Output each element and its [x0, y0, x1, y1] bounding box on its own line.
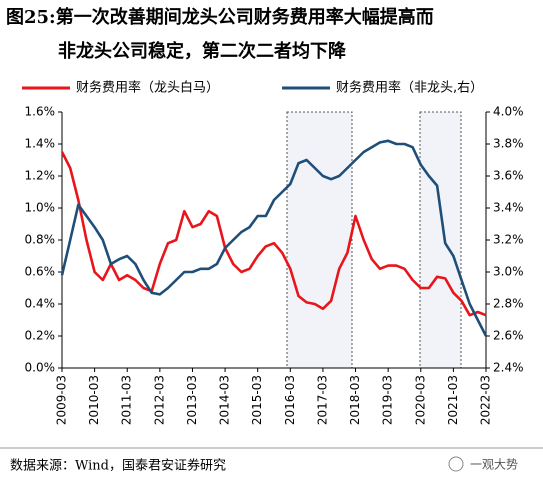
chart-title: 图25:第一次改善期间龙头公司财务费用率大幅提高而: [6, 6, 434, 28]
x-tick-label: 2010-03: [87, 375, 101, 425]
watermark-icon: [448, 456, 464, 472]
legend-label: 财务费用率（龙头白马）: [76, 80, 219, 96]
y-tick-label: 0.0%: [25, 361, 56, 375]
y2-tick-label: 3.2%: [493, 233, 524, 247]
x-tick-label: 2009-03: [55, 375, 69, 425]
x-tick-label: 2016-03: [283, 375, 297, 425]
y2-tick-label: 3.6%: [493, 169, 524, 183]
watermark: 一观大势: [470, 458, 518, 472]
x-tick-label: 2015-03: [250, 375, 264, 425]
legend-label: 财务费用率（非龙头,右）: [336, 80, 483, 96]
y-tick-label: 0.4%: [25, 297, 56, 311]
y2-tick-label: 2.6%: [493, 329, 524, 343]
y-tick-label: 0.6%: [25, 265, 56, 279]
y-tick-label: 1.4%: [25, 137, 56, 151]
y-tick-label: 1.0%: [25, 201, 56, 215]
y2-tick-label: 2.8%: [493, 297, 524, 311]
x-tick-label: 2022-03: [479, 375, 493, 425]
y2-tick-label: 3.4%: [493, 201, 524, 215]
chart-title: 非龙头公司稳定，第二次二者均下降: [58, 40, 347, 62]
x-tick-label: 2012-03: [152, 375, 166, 425]
x-tick-label: 2014-03: [218, 375, 232, 425]
y-tick-label: 1.2%: [25, 169, 56, 183]
y2-tick-label: 4.0%: [493, 105, 524, 119]
x-tick-label: 2017-03: [315, 375, 329, 425]
x-tick-label: 2019-03: [381, 375, 395, 425]
x-tick-label: 2020-03: [413, 375, 427, 425]
x-tick-label: 2021-03: [446, 375, 460, 425]
series-line: [60, 139, 488, 337]
y-tick-label: 0.8%: [25, 233, 56, 247]
shaded-period: [286, 111, 353, 369]
y-tick-label: 0.2%: [25, 329, 56, 343]
shaded-period: [419, 111, 462, 369]
series-line: [60, 151, 487, 317]
x-tick-label: 2013-03: [185, 375, 199, 425]
x-tick-label: 2018-03: [348, 375, 362, 425]
x-tick-label: 2011-03: [120, 375, 134, 425]
y2-tick-label: 3.8%: [493, 137, 524, 151]
y2-tick-label: 3.0%: [493, 265, 524, 279]
y-tick-label: 1.6%: [25, 105, 56, 119]
source-note: 数据来源：Wind，国泰君安证券研究: [10, 458, 226, 474]
y2-tick-label: 2.4%: [493, 361, 524, 375]
